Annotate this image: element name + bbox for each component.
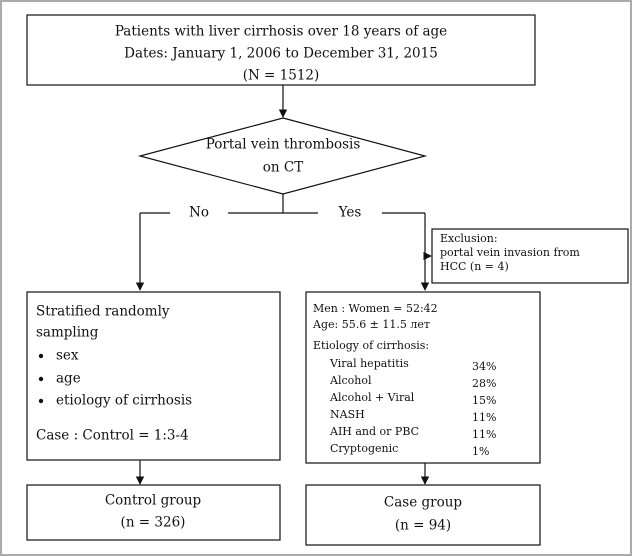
etiology-list: Viral hepatitis 34% Alcohol 28% Alcohol + Vi…	[329, 357, 496, 458]
sampling-line: sampling	[36, 325, 99, 341]
no-label: No	[189, 205, 209, 221]
control-line: Control group	[105, 493, 201, 509]
top-line: Patients with liver cirrhosis over 18 ye…	[115, 24, 447, 40]
case-group-box	[305, 484, 541, 546]
bullet-text: sex	[56, 348, 79, 364]
control-line: (n = 326)	[121, 515, 186, 531]
sampling-line: Stratified randomly	[36, 304, 170, 320]
bullet	[38, 353, 44, 359]
yes-label: Yes	[338, 205, 362, 221]
age: Age: 55.6 ± 11.5 лет	[312, 318, 430, 331]
etiology-name: NASH	[330, 408, 365, 421]
exclusion-line: Exclusion:	[440, 232, 498, 245]
top-line: Dates: January 1, 2006 to December 31, 2…	[124, 46, 438, 62]
branch-lines	[140, 194, 425, 214]
etiology-name: Alcohol	[329, 374, 372, 387]
top-line: (N = 1512)	[243, 68, 320, 84]
etiology-percent: 15%	[472, 394, 496, 407]
control-group-box	[26, 484, 281, 541]
ratio: Case : Control = 1:3-4	[36, 428, 189, 444]
exclusion-line: HCC (n = 4)	[440, 260, 509, 273]
top-box	[26, 14, 536, 86]
etiology-percent: 34%	[472, 360, 496, 373]
exclusion-box	[431, 228, 629, 284]
bullet-text: etiology of cirrhosis	[56, 393, 192, 409]
bullet-text: age	[56, 371, 81, 387]
etiology-title: Etiology of cirrhosis:	[313, 339, 429, 352]
etiology-name: Alcohol + Viral	[329, 391, 415, 404]
decision-line: on CT	[263, 160, 303, 176]
sex-ratio: Men : Women = 52:42	[313, 302, 438, 315]
etiology-percent: 28%	[472, 377, 496, 390]
case-line: (n = 94)	[395, 518, 451, 534]
etiology-percent: 1%	[472, 445, 489, 458]
etiology-name: Viral hepatitis	[329, 357, 409, 370]
case-details-box	[305, 291, 541, 464]
decision-diamond	[137, 117, 428, 195]
etiology-name: AIH and or PBC	[329, 425, 419, 438]
decision-line: Portal vein thrombosis	[206, 137, 361, 153]
etiology-percent: 11%	[472, 428, 496, 441]
bullet	[38, 398, 44, 404]
sampling-box	[26, 291, 281, 461]
etiology-name: Cryptogenic	[330, 442, 398, 455]
etiology-percent: 11%	[472, 411, 496, 424]
case-line: Case group	[384, 495, 462, 511]
exclusion-line: portal vein invasion from	[440, 246, 580, 259]
bullet	[38, 376, 44, 382]
